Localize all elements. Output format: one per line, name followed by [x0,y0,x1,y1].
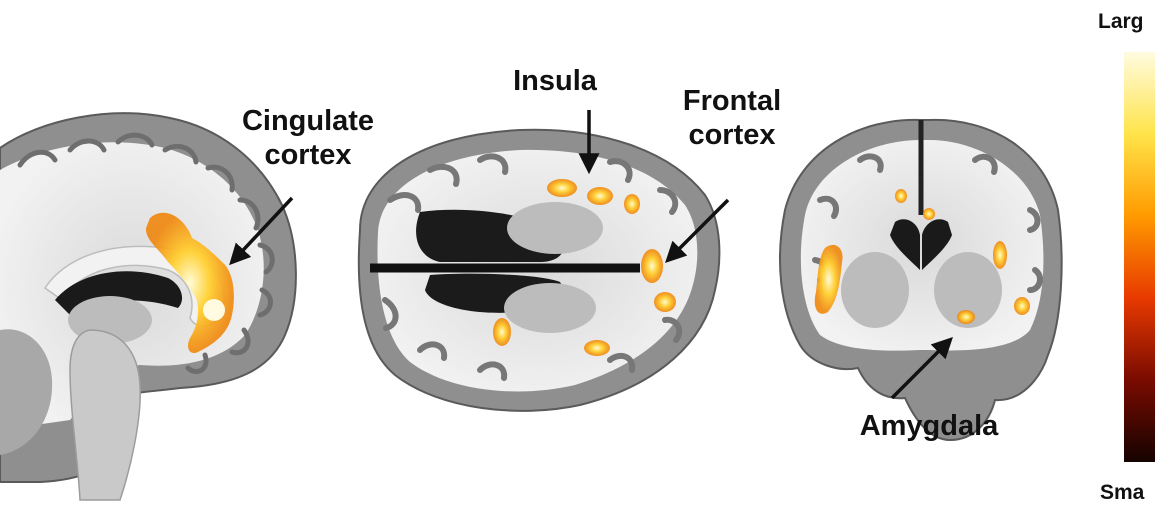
insula-label: Insula [495,64,615,98]
frontal-cortex-label: Frontal cortex [660,84,804,152]
frontal-label-line-1: Frontal [682,85,782,117]
frontal-activation-2 [654,292,676,312]
insula-activation-1 [547,179,577,197]
coronal-thalamus-left [841,252,909,328]
coronal-activation-right [993,241,1007,269]
axial-slice [357,128,721,412]
cingulate-arrow [229,196,294,266]
insula-activation-3 [624,194,640,214]
basal-ganglia-upper [507,202,603,254]
frontal-label-line-2: cortex [688,119,776,151]
coronal-activation-top-1 [895,189,907,203]
coronal-activation-left [814,244,843,314]
brainstem [69,329,141,501]
frontal-activation-1 [641,249,663,283]
coronal-activation-top-2 [923,208,935,220]
amygdala-label: Amygdala [843,409,1015,443]
basal-ganglia-lower [504,283,596,333]
insula-activation-2 [587,187,613,205]
cingulate-label-line-1: Cingulate [241,105,375,137]
insula-label-text: Insula [513,65,597,97]
axial-gyri [382,153,683,381]
coronal-slice [779,118,1063,442]
colorbar-gradient [1124,52,1155,462]
frontal-arrow [665,198,730,263]
cingulate-activation-core [203,299,225,321]
coronal-ventricles [890,219,952,270]
amygdala-activation [957,310,975,324]
cingulate-label-line-2: cortex [264,139,352,171]
sagittal-slice [0,112,297,501]
colorbar-bottom-label: Sma [1100,481,1145,504]
cerebellum [0,329,53,455]
insula-activation-4 [493,318,511,346]
amygdala-arrow [890,337,953,400]
amygdala-label-text: Amygdala [859,410,999,442]
colorbar-top-label: Larg [1098,10,1144,33]
cingulate-cortex-label: Cingulate cortex [228,104,388,172]
insula-activation-5 [584,340,610,356]
coronal-activation-lateral [1014,297,1030,315]
sagittal-gyri [17,132,275,374]
coronal-thalamus-right [934,252,1002,328]
annotation-arrows [229,110,953,400]
